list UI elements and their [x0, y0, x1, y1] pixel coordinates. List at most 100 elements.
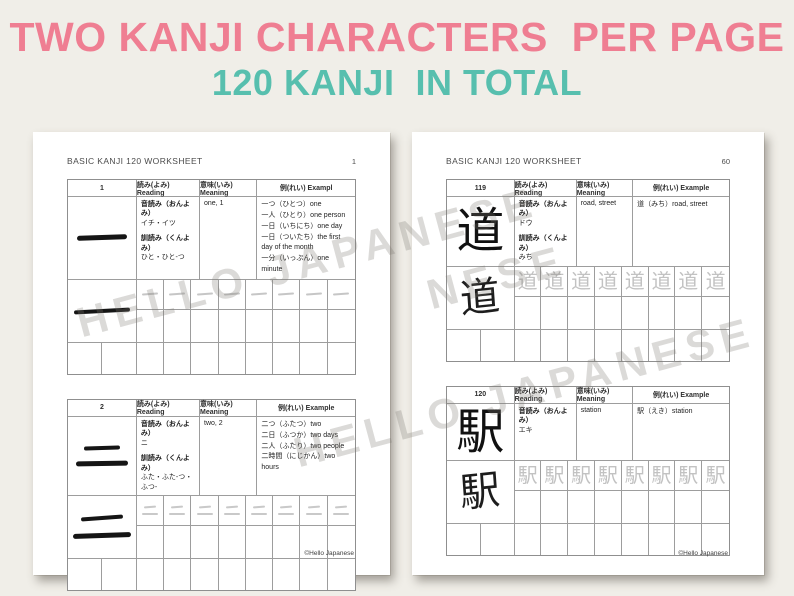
trace-cell: 駅 — [675, 460, 703, 491]
table-info-row: 駅 音読み（おんよみ） エキ station 駅（えき）station — [447, 403, 729, 461]
trace-cell — [136, 279, 165, 310]
trace-cell: 駅 — [568, 460, 596, 491]
practice-cell — [541, 490, 569, 523]
table-info-row: 音読み（おんよみ） イチ・イツ 訓読み（くんよみ） ひと・ひと-つ one, 1… — [68, 197, 355, 280]
example-header: 例(れい) Example — [652, 391, 710, 399]
trace-cell — [300, 279, 328, 310]
practice-cell — [649, 329, 676, 361]
practice-cell — [137, 342, 165, 374]
trace-cell: 道 — [648, 266, 676, 297]
practice-cell — [568, 329, 596, 361]
kanji-number: 1 — [68, 180, 137, 196]
trace-cell: 道 — [621, 266, 649, 297]
page-header: BASIC KANJI 120 WORKSHEET 60 — [446, 156, 730, 166]
practice-cell — [649, 523, 676, 555]
title-line-2: 120 KANJI IN TOTAL — [211, 62, 583, 103]
practice-cell — [622, 296, 649, 329]
practice-cell — [515, 523, 542, 555]
title-line-1: TWO KANJI CHARACTERS PER PAGE — [9, 14, 785, 60]
worksheet-title: BASIC KANJI 120 WORKSHEET — [67, 156, 203, 166]
trace-cell: 道 — [675, 266, 703, 297]
practice-cell — [675, 490, 703, 523]
page-number: 60 — [721, 157, 730, 166]
practice-cell — [702, 297, 729, 329]
meaning-cell: two, 2 — [200, 416, 258, 495]
kanji-glyph-road: 道 — [447, 197, 515, 266]
example-header: 例(れい) Exampl — [279, 185, 333, 192]
practice-cell — [191, 558, 219, 590]
practice-cell — [300, 525, 328, 558]
trace-cell: 道 — [595, 266, 622, 297]
practice-cell — [246, 525, 274, 558]
practice-cell — [164, 309, 192, 342]
trace-cell: 道 — [541, 266, 569, 297]
reading-header: 読み(よみ) Reading — [515, 180, 577, 197]
trace-cell — [273, 279, 301, 310]
handwritten-kanji-two — [68, 495, 137, 558]
table-info-row: 音読み（おんよみ） ニ 訓読み（くんよみ） ふた・ふた-つ・ふつ- two, 2… — [68, 416, 355, 496]
kanji-table-1: 1 読み(よみ) Reading 意味(いみ) Meaning 例(れい) Ex… — [67, 179, 356, 375]
practice-cell — [622, 523, 649, 555]
practice-grid: 駅 駅 駅 駅 駅 駅 駅 駅 駅 — [447, 460, 729, 523]
practice-cell — [675, 523, 703, 555]
table-header-row: 1 読み(よみ) Reading 意味(いみ) Meaning 例(れい) Ex… — [68, 180, 355, 197]
practice-cell — [137, 525, 165, 558]
example-header: 例(れい) Example — [652, 185, 710, 192]
kanji-number: 2 — [68, 399, 137, 416]
practice-cell — [273, 309, 301, 342]
trace-cell — [164, 495, 192, 526]
practice-cell — [137, 309, 165, 342]
practice-cell — [68, 342, 103, 374]
meaning-header: 意味(いみ) Meaning — [577, 386, 634, 403]
practice-cell — [191, 342, 219, 374]
practice-cell — [219, 309, 246, 342]
table-header-row: 119 読み(よみ) Reading 意味(いみ) Meaning 例(れい) … — [447, 180, 729, 197]
reading-header: 読み(よみ) Reading — [515, 386, 577, 403]
practice-cell — [164, 342, 192, 374]
kanji-glyph-two — [68, 416, 137, 495]
reading-header: 読み(よみ) Reading — [137, 180, 200, 197]
practice-cell — [595, 490, 622, 523]
practice-grid: 道 道 道 道 道 道 道 道 道 — [447, 266, 729, 329]
practice-cell — [447, 523, 481, 555]
kanji-table-2: 2 読み(よみ) Reading 意味(いみ) Meaning 例(れい) Ex… — [67, 398, 356, 591]
trace-cell — [136, 495, 165, 526]
practice-cell — [541, 523, 569, 555]
practice-cell — [300, 342, 328, 374]
practice-cell — [300, 558, 328, 590]
handwritten-kanji-station: 駅 — [447, 460, 515, 523]
practice-cell — [219, 558, 246, 590]
example-cell: 一つ（ひとつ）one 一人（ひとり）one person 一日（いちにち）one… — [261, 201, 346, 274]
reading-cell: 音読み（おんよみ） ニ 訓読み（くんよみ） ふた・ふた-つ・ふつ- — [137, 416, 200, 495]
practice-cell — [191, 309, 219, 342]
trace-cell: 道 — [568, 266, 596, 297]
kanji-glyph-one — [68, 197, 137, 279]
table-info-row: 道 音読み（おんよみ） ドウ 訓読み（くんよみ） みち road, street… — [447, 197, 729, 267]
table-header-row: 120 読み(よみ) Reading 意味(いみ) Meaning 例(れい) … — [447, 386, 729, 404]
meaning-cell: station — [577, 403, 634, 460]
meaning-cell: one, 1 — [200, 197, 258, 279]
practice-cell — [447, 329, 481, 361]
practice-cell — [164, 525, 192, 558]
practice-cell — [102, 342, 137, 374]
trace-cell — [218, 279, 246, 310]
reading-cell: 音読み（おんよみ） イチ・イツ 訓読み（くんよみ） ひと・ひと-つ — [137, 197, 200, 279]
practice-cell — [622, 329, 649, 361]
page-number: 1 — [351, 157, 356, 166]
practice-bottom-row — [68, 557, 355, 590]
copyright: ©Hello Japanese — [304, 550, 354, 557]
page-header: BASIC KANJI 120 WORKSHEET 1 — [67, 156, 356, 166]
practice-cell — [568, 296, 596, 329]
trace-cell: 駅 — [648, 460, 676, 491]
copyright: ©Hello Japanese — [678, 550, 728, 557]
practice-cell — [702, 330, 729, 361]
practice-bottom-row — [447, 522, 729, 555]
trace-cell — [191, 279, 219, 310]
trace-cell: 道 — [702, 267, 729, 297]
meaning-cell: road, street — [577, 197, 634, 266]
trace-cell — [273, 495, 301, 526]
reading-cell: 音読み（おんよみ） ドウ 訓読み（くんよみ） みち — [515, 197, 577, 266]
practice-cell — [273, 558, 301, 590]
practice-cell — [328, 343, 355, 374]
